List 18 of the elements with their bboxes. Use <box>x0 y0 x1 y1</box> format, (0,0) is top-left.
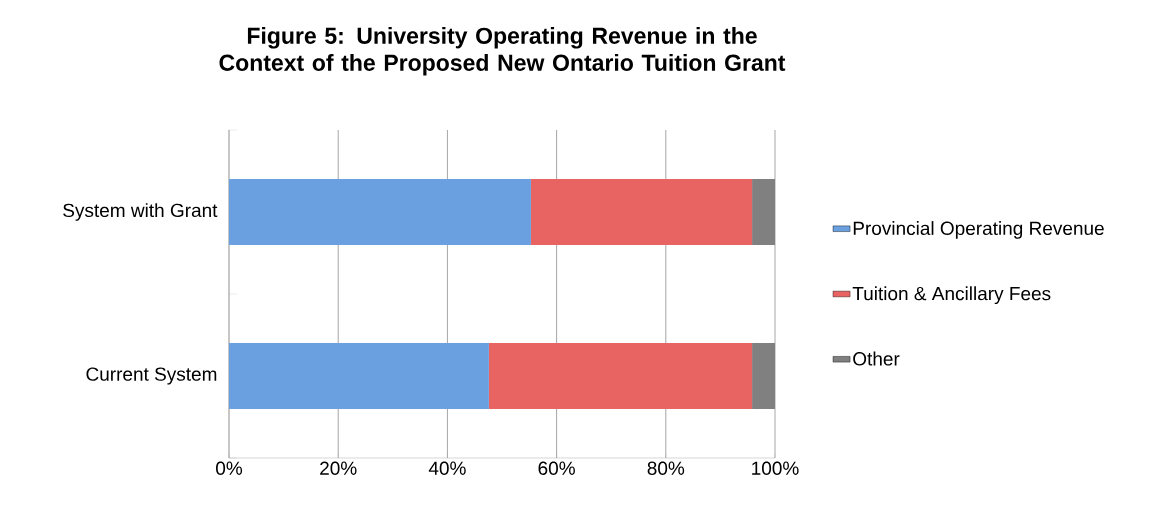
chart-title: Figure 5: University Operating Revenue in the Context of the Proposed New Ontario Tuition Grant <box>219 27 786 76</box>
x-tick-label: 100% <box>752 461 799 475</box>
y-tick-label: Current System <box>86 367 217 385</box>
x-tick-label: 20% <box>320 461 357 475</box>
legend-label: Provincial Operating Revenue <box>853 221 1104 239</box>
x-tick-label: 60% <box>538 461 575 475</box>
x-tick-label: 40% <box>428 461 466 475</box>
y-tick-label: System with Grant <box>63 203 218 221</box>
bar <box>530 178 753 245</box>
bar <box>752 178 776 245</box>
bar <box>752 342 776 409</box>
x-tick-label: 80% <box>647 461 685 475</box>
bar <box>229 342 489 409</box>
bar <box>488 342 753 409</box>
x-tick-label: 0% <box>216 461 243 475</box>
legend-label: Other <box>853 351 900 366</box>
bar <box>229 178 531 245</box>
legend-label: Tuition & Ancillary Fees <box>852 286 1051 305</box>
